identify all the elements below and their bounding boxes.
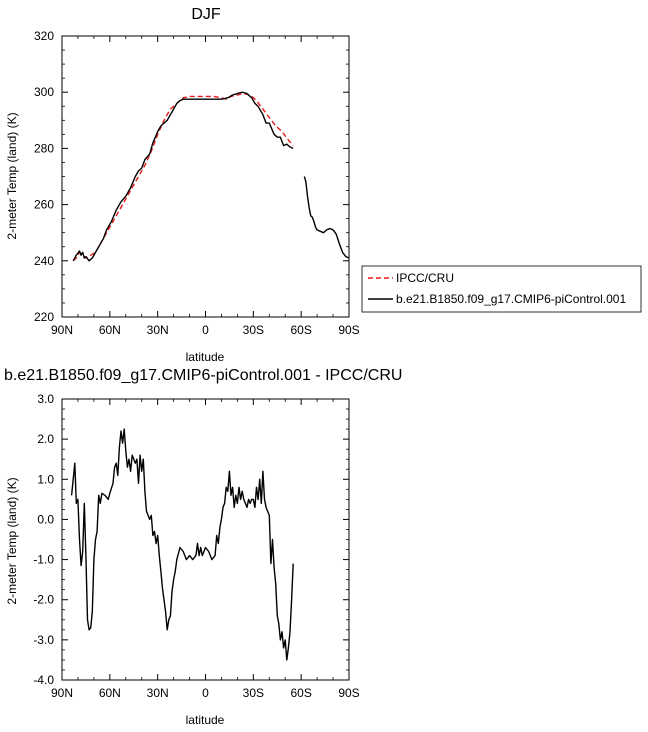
legend-label-ipcc: IPCC/CRU bbox=[396, 271, 454, 285]
legend: IPCC/CRU b.e21.B1850.f09_g17.CMIP6-piCon… bbox=[361, 265, 642, 313]
bottom-x-tick-label: 60S bbox=[290, 686, 311, 700]
top-x-tick-label: 30S bbox=[243, 323, 264, 337]
bottom-x-tick-label: 90N bbox=[51, 686, 73, 700]
bottom-y-tick-label: -2.0 bbox=[33, 593, 54, 607]
top-y-tick-label: 300 bbox=[34, 85, 54, 99]
top-y-tick-label: 220 bbox=[34, 310, 54, 324]
bottom-y-tick-label: -1.0 bbox=[33, 553, 54, 567]
top-panel: DJF 90N 60N 30N 0 30S 60S 90S 220 240 260 280 300 32… bbox=[5, 6, 360, 364]
bottom-x-tick-label: 60N bbox=[99, 686, 121, 700]
bottom-y-tick-label: -3.0 bbox=[33, 633, 54, 647]
bottom-x-tick-label: 90S bbox=[338, 686, 359, 700]
bottom-x-tick-label: 0 bbox=[202, 686, 209, 700]
top-y-tick-label: 280 bbox=[34, 141, 54, 155]
model-line bbox=[303, 176, 350, 259]
top-y-axis-label: 2-meter Temp (land) (K) bbox=[5, 112, 19, 239]
bottom-y-tick-label: 3.0 bbox=[37, 392, 54, 406]
bottom-y-axis-label: 2-meter Temp (land) (K) bbox=[5, 477, 19, 604]
bottom-x-tick-label: 30N bbox=[147, 686, 169, 700]
bottom-plot-frame bbox=[61, 398, 350, 681]
legend-label-model: b.e21.B1850.f09_g17.CMIP6-piControl.001 bbox=[396, 292, 626, 306]
top-plot-title: DJF bbox=[191, 6, 221, 23]
ipcc-cru-line bbox=[72, 92, 294, 262]
top-x-tick-label: 30N bbox=[147, 323, 169, 337]
bottom-panel: b.e21.B1850.f09_g17.CMIP6-piControl.001 … bbox=[4, 367, 402, 727]
top-plot-frame bbox=[61, 35, 350, 318]
difference-line bbox=[70, 428, 294, 661]
top-x-tick-label: 60S bbox=[290, 323, 311, 337]
bottom-y-tick-label: 0.0 bbox=[37, 512, 54, 526]
bottom-x-axis-label: latitude bbox=[186, 713, 225, 727]
bottom-x-tick-label: 30S bbox=[243, 686, 264, 700]
bottom-y-tick-label: 2.0 bbox=[37, 432, 54, 446]
top-x-tick-label: 90S bbox=[338, 323, 359, 337]
top-y-tick-label: 260 bbox=[34, 198, 54, 212]
top-x-tick-label: 90N bbox=[51, 323, 73, 337]
model-line bbox=[72, 91, 294, 262]
legend-box bbox=[361, 265, 642, 313]
bottom-plot-title: b.e21.B1850.f09_g17.CMIP6-piControl.001 … bbox=[4, 367, 402, 384]
top-y-tick-label: 320 bbox=[34, 29, 54, 43]
top-x-tick-label: 60N bbox=[99, 323, 121, 337]
top-y-tick-label: 240 bbox=[34, 254, 54, 268]
top-x-axis-label: latitude bbox=[186, 350, 225, 364]
top-x-tick-label: 0 bbox=[202, 323, 209, 337]
bottom-y-tick-label: 1.0 bbox=[37, 472, 54, 486]
bottom-y-tick-label: -4.0 bbox=[33, 673, 54, 687]
